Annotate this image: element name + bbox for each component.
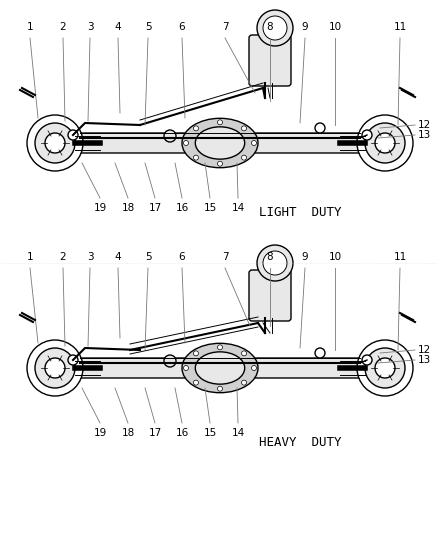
Text: 14: 14 [231,203,245,213]
Circle shape [357,115,413,171]
Circle shape [68,355,78,365]
Text: 1: 1 [27,22,33,32]
FancyBboxPatch shape [73,133,367,153]
Text: 6: 6 [179,252,185,262]
Text: 9: 9 [302,22,308,32]
Circle shape [218,161,223,166]
Circle shape [241,351,247,356]
Text: 19: 19 [93,203,106,213]
Text: LIGHT  DUTY: LIGHT DUTY [259,206,341,220]
Circle shape [27,340,83,396]
Circle shape [218,120,223,125]
Circle shape [164,130,176,142]
Text: 18: 18 [121,428,134,438]
Text: 7: 7 [222,252,228,262]
Text: 13: 13 [418,130,431,140]
Text: 18: 18 [121,203,134,213]
Text: 17: 17 [148,203,162,213]
Text: 2: 2 [60,22,66,32]
Circle shape [263,16,287,40]
Circle shape [241,155,247,160]
Circle shape [218,386,223,391]
Text: 15: 15 [203,203,217,213]
Ellipse shape [182,118,258,168]
Text: 19: 19 [93,428,106,438]
Text: 3: 3 [87,22,93,32]
Text: 10: 10 [328,252,342,262]
Circle shape [194,380,198,385]
Text: 1: 1 [27,252,33,262]
Text: 15: 15 [203,428,217,438]
Text: 16: 16 [175,428,189,438]
FancyBboxPatch shape [249,270,291,321]
Circle shape [194,351,198,356]
Text: 11: 11 [393,22,406,32]
Circle shape [375,133,395,153]
Text: 6: 6 [179,22,185,32]
Circle shape [27,115,83,171]
Text: 14: 14 [231,428,245,438]
Text: 8: 8 [267,22,273,32]
Text: 10: 10 [328,22,342,32]
Text: 3: 3 [87,252,93,262]
Text: 4: 4 [115,252,121,262]
Text: 5: 5 [145,22,151,32]
Circle shape [241,126,247,131]
Circle shape [45,133,65,153]
Circle shape [315,348,325,358]
Circle shape [263,251,287,275]
Circle shape [315,123,325,133]
FancyBboxPatch shape [249,35,291,86]
Text: 12: 12 [418,120,431,130]
Ellipse shape [195,127,245,159]
Text: 2: 2 [60,252,66,262]
Circle shape [194,155,198,160]
Text: 11: 11 [393,252,406,262]
Circle shape [241,380,247,385]
Circle shape [184,366,188,370]
Text: 16: 16 [175,203,189,213]
Ellipse shape [182,343,258,393]
Text: 5: 5 [145,252,151,262]
Circle shape [362,130,372,140]
Circle shape [365,123,405,163]
Circle shape [45,358,65,378]
Text: 8: 8 [267,252,273,262]
Text: 12: 12 [418,345,431,355]
Text: 9: 9 [302,252,308,262]
Text: 13: 13 [418,355,431,365]
Circle shape [365,348,405,388]
Circle shape [184,141,188,146]
Circle shape [35,123,75,163]
Circle shape [218,345,223,350]
Circle shape [251,141,257,146]
Circle shape [257,10,293,46]
Circle shape [164,355,176,367]
Text: 17: 17 [148,428,162,438]
Text: 4: 4 [115,22,121,32]
Text: HEAVY  DUTY: HEAVY DUTY [259,437,341,449]
Circle shape [375,358,395,378]
Circle shape [68,130,78,140]
Text: 7: 7 [222,22,228,32]
Ellipse shape [195,352,245,384]
Circle shape [357,340,413,396]
Circle shape [362,355,372,365]
Circle shape [257,245,293,281]
FancyBboxPatch shape [73,358,367,378]
Circle shape [35,348,75,388]
Circle shape [251,366,257,370]
Circle shape [194,126,198,131]
